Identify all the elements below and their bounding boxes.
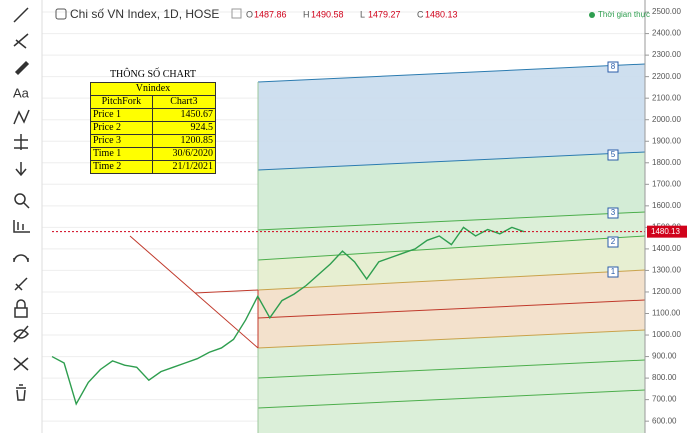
cell: 21/1/2021 [151, 160, 217, 174]
last-price-label: 1480.13 [651, 227, 680, 236]
ohlc-value: 1487.86 [254, 9, 287, 19]
cell: Price 3 [90, 134, 153, 148]
y-tick-label: 2100.00 [652, 93, 681, 102]
table-header: Chart3 [151, 95, 217, 109]
ohlc-key: L [360, 9, 365, 19]
pitchfork-label: 2 [611, 237, 616, 246]
ohlc-key: H [303, 9, 310, 19]
y-tick-label: 1600.00 [652, 201, 681, 210]
last-price-box [647, 225, 687, 238]
y-tick-label: 2300.00 [652, 50, 681, 59]
y-tick-label: 700.00 [652, 395, 677, 404]
pitchfork-label-box [607, 61, 619, 73]
cell: Time 2 [90, 160, 153, 174]
cell: 30/6/2020 [151, 147, 217, 161]
pitchfork-label: 3 [611, 208, 616, 217]
ohlc-key: O [246, 9, 253, 19]
y-tick-label: 600.00 [652, 416, 677, 425]
y-tick-label: 2000.00 [652, 115, 681, 124]
table-caption: Vnindex [90, 82, 216, 96]
y-tick-label: 800.00 [652, 373, 677, 382]
y-tick-label: 2200.00 [652, 72, 681, 81]
pitchfork-label-box [607, 149, 619, 161]
table: Vnindex PitchFork Chart3 Price 1 1450.67 P… [90, 82, 217, 174]
cell: Price 1 [90, 108, 153, 122]
pitchfork-label: 1 [611, 267, 616, 276]
table-header: PitchFork [90, 95, 153, 109]
y-tick-label: 1200.00 [652, 287, 681, 296]
y-tick-label: 1700.00 [652, 179, 681, 188]
y-tick-label: 1300.00 [652, 266, 681, 275]
ohlc-value: 1480.13 [425, 9, 458, 19]
y-tick-label: 1000.00 [652, 330, 681, 339]
toolbar[interactable]: Aa [13, 7, 30, 401]
pitchfork-label: 8 [611, 62, 616, 71]
pitchfork [129, 63, 646, 433]
pitchfork-label-box [607, 207, 619, 219]
y-tick-label: 1800.00 [652, 158, 681, 167]
y-tick-label: 1100.00 [652, 309, 681, 318]
realtime-label: Thời gian thực [598, 10, 650, 19]
ohlc-key: C [417, 9, 424, 19]
table-title: THÔNG SỐ CHART [109, 69, 197, 80]
pitchfork-label: 5 [611, 150, 616, 159]
y-tick-label: 1900.00 [652, 136, 681, 145]
cell: Price 2 [90, 121, 153, 135]
svg-text:Aa: Aa [13, 85, 30, 100]
cell: 1450.67 [151, 108, 217, 122]
pitchfork-label-box [607, 236, 619, 248]
y-tick-label: 2500.00 [652, 7, 681, 16]
chart-title: Chi số VN Index, 1D, HOSE [70, 7, 219, 21]
cell: 1200.85 [151, 134, 217, 148]
y-tick-label: 1400.00 [652, 244, 681, 253]
ohlc-value: 1490.58 [311, 9, 344, 19]
cell: Time 1 [90, 147, 153, 161]
y-tick-label: 2400.00 [652, 29, 681, 38]
parameter-table: THÔNG SỐ CHART Vnindex PitchFork Chart3 P… [90, 68, 217, 174]
y-tick-label: 900.00 [652, 352, 677, 361]
cell: 924.5 [151, 121, 217, 135]
price-line [51, 226, 525, 406]
ohlc-value: 1479.27 [368, 9, 401, 19]
pitchfork-label-box [607, 266, 619, 278]
